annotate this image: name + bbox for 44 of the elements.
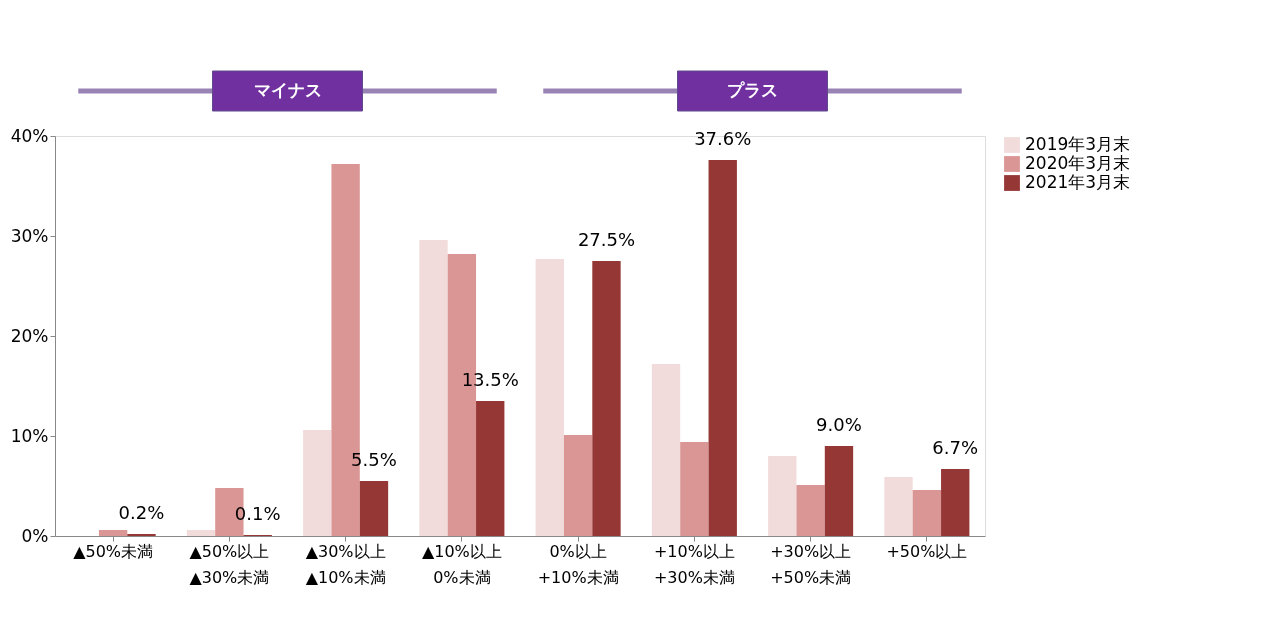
bar [651, 364, 681, 536]
y-tick-label: 20% [10, 325, 49, 346]
bar [303, 430, 332, 536]
bar [186, 530, 216, 536]
y-tick-label: 10% [10, 425, 49, 446]
x-tick-label: ▲10%以上 0%未満 [421, 541, 502, 587]
bar [768, 456, 797, 536]
bar [796, 485, 825, 536]
x-tick-label: ▲50%未満 [73, 541, 154, 561]
data-label: 13.5% [461, 369, 519, 390]
x-tick-label: ▲50%以上 ▲30%未満 [189, 541, 270, 587]
legend-label: 2019年3月末 [1025, 134, 1131, 154]
bar [680, 442, 709, 536]
bar [708, 160, 737, 536]
x-tick-label: 0%以上 +10%未満 [537, 541, 619, 587]
bar [824, 446, 854, 536]
bar [535, 259, 564, 536]
data-label: 27.5% [577, 229, 636, 250]
bar [563, 435, 593, 536]
x-tick-label: +30%以上 +50%未満 [770, 541, 852, 587]
bar [592, 261, 621, 536]
legend-label: 2020年3月末 [1025, 153, 1131, 173]
text: マイナス [253, 80, 322, 100]
x-tick-label: ▲30%以上 ▲10%未満 [305, 541, 386, 587]
data-label: 6.7% [932, 437, 979, 458]
y-tick-label: 40% [10, 125, 49, 146]
x-tick-label: +10%以上 +30%未満 [653, 541, 735, 587]
bar [476, 401, 505, 536]
y-tick-label: 0% [21, 525, 49, 546]
y-tick-label: 30% [10, 225, 49, 246]
data-label: 0.2% [118, 502, 165, 523]
bar [884, 477, 913, 536]
bar [912, 490, 942, 536]
bar [941, 469, 970, 536]
bar [419, 240, 448, 536]
data-label: 5.5% [351, 449, 397, 470]
legend-label: 2021年3月末 [1025, 172, 1131, 192]
x-tick-label: +50%以上 [886, 541, 968, 561]
data-label: 9.0% [816, 414, 862, 435]
data-label: 0.1% [234, 503, 281, 524]
data-label: 37.6% [694, 128, 752, 149]
bar [98, 530, 128, 536]
text: プラス [727, 80, 778, 100]
bar [359, 481, 389, 536]
